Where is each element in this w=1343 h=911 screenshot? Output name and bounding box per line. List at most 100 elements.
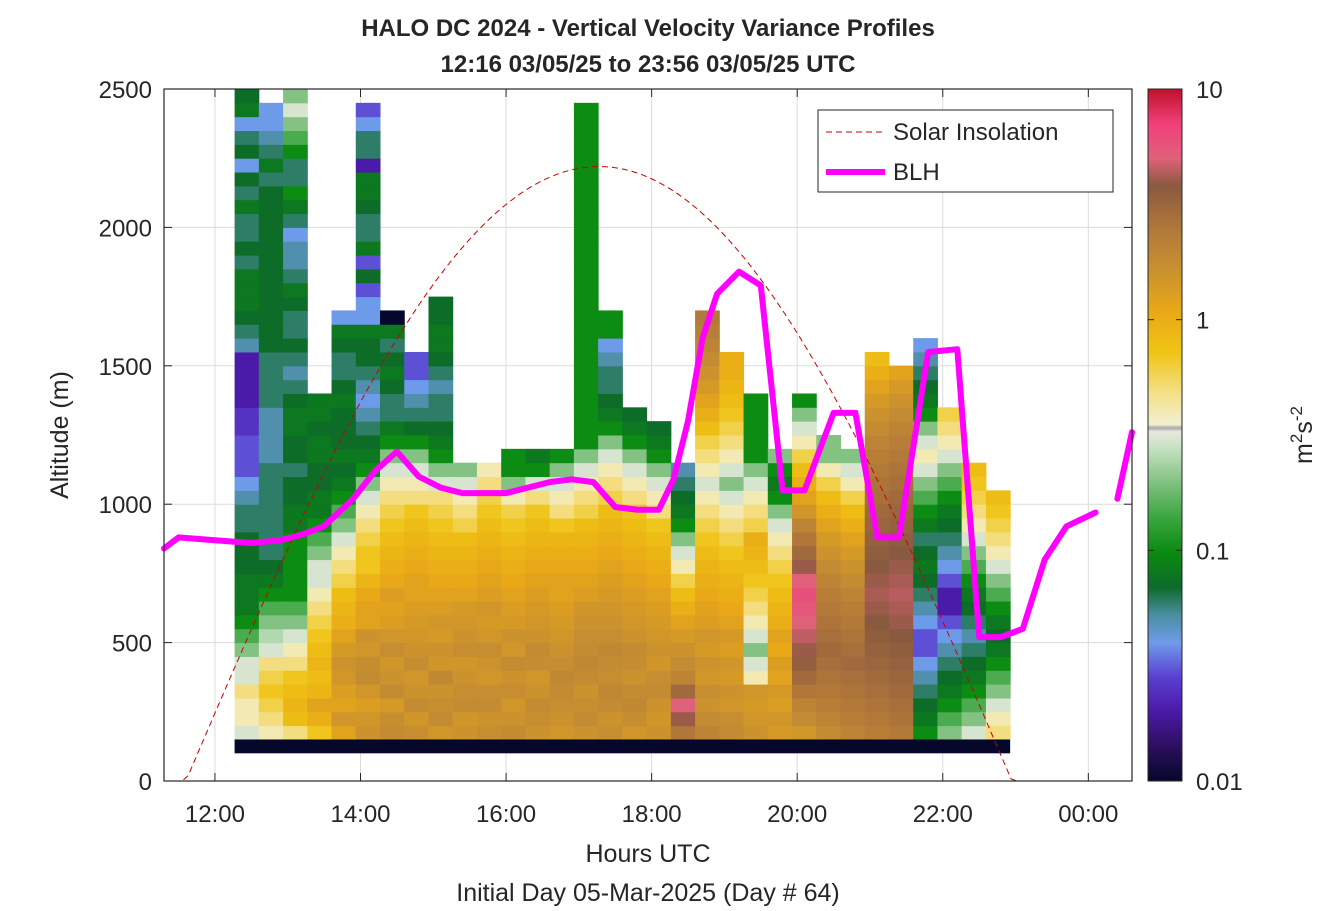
variance-cell	[719, 504, 745, 519]
variance-cell	[719, 656, 745, 671]
variance-cell	[937, 421, 963, 436]
variance-cell	[695, 435, 720, 450]
variance-cell	[355, 213, 381, 228]
variance-cell	[888, 448, 914, 464]
variance-cell	[404, 379, 429, 394]
legend-solar-label: Solar Insolation	[893, 119, 1058, 146]
variance-cell	[258, 462, 284, 478]
variance-cell	[476, 670, 502, 685]
variance-cell	[913, 587, 938, 602]
variance-cell	[622, 462, 648, 478]
variance-cell	[598, 448, 623, 464]
axis-ticks	[164, 88, 1132, 782]
variance-cell	[258, 213, 284, 228]
variance-cell	[380, 656, 405, 671]
variance-cell	[864, 435, 890, 450]
variance-cell	[864, 656, 890, 671]
variance-cell	[598, 324, 623, 339]
variance-cell	[525, 601, 551, 616]
variance-cell	[913, 601, 938, 616]
variance-cell	[961, 697, 987, 713]
variance-cell	[258, 573, 284, 588]
variance-cell	[695, 448, 720, 464]
variance-cell	[598, 365, 623, 381]
variance-cell	[428, 365, 454, 381]
variance-cell	[283, 642, 308, 657]
variance-cell	[864, 504, 890, 519]
variance-cell	[573, 241, 599, 256]
variance-cell	[985, 711, 1011, 727]
variance-cell	[743, 587, 769, 602]
variance-cell	[355, 559, 381, 574]
variance-cell	[913, 573, 938, 588]
variance-cell	[380, 310, 405, 325]
colorbar-label-exp1: 2	[1287, 434, 1306, 443]
variance-cell	[937, 435, 963, 450]
plot-frame	[163, 88, 1133, 782]
variance-cell	[573, 725, 599, 740]
x-tick-label: 22:00	[913, 801, 973, 828]
variance-cell	[598, 518, 623, 533]
variance-cell	[573, 199, 599, 215]
variance-cell	[331, 573, 357, 588]
variance-cell	[355, 365, 381, 381]
variance-cell	[476, 711, 502, 727]
variance-cell	[573, 379, 599, 394]
variance-cell	[646, 670, 672, 685]
variance-cell	[719, 559, 745, 574]
variance-cell	[816, 518, 842, 533]
variance-cell	[573, 268, 599, 284]
variance-cell	[355, 421, 381, 436]
variance-cell	[840, 642, 866, 657]
variance-cell	[452, 587, 478, 602]
variance-cell	[695, 642, 720, 657]
variance-cell	[670, 684, 696, 699]
variance-cell	[767, 642, 793, 657]
variance-cell	[283, 338, 308, 353]
variance-cell	[816, 448, 842, 464]
variance-cell	[743, 504, 769, 519]
variance-cell	[913, 697, 938, 713]
variance-cell	[864, 711, 890, 727]
variance-cell	[501, 531, 526, 547]
variance-cell	[283, 324, 308, 339]
variance-cell	[937, 670, 963, 685]
variance-cell	[622, 476, 648, 491]
variance-cell	[888, 725, 914, 740]
variance-cell	[816, 684, 842, 699]
variance-cell	[428, 614, 454, 630]
variance-cell	[380, 351, 405, 367]
variance-cell	[258, 324, 284, 339]
variance-cell	[743, 711, 769, 727]
variance-cell	[864, 365, 890, 381]
variance-cell	[404, 670, 429, 685]
variance-cell	[792, 670, 817, 685]
variance-cell	[573, 351, 599, 367]
variance-cell	[234, 490, 260, 505]
variance-cell	[331, 324, 357, 339]
variance-cell	[598, 628, 623, 644]
variance-cell	[646, 697, 672, 713]
variance-cell	[525, 504, 551, 519]
variance-cell	[646, 573, 672, 588]
variance-cell	[476, 504, 502, 519]
variance-cell	[670, 642, 696, 657]
variance-cell	[792, 601, 817, 616]
variance-cell	[670, 670, 696, 685]
variance-cell	[331, 670, 357, 685]
chart-subtitle: 12:16 03/05/25 to 23:56 03/05/25 UTC	[441, 51, 856, 78]
variance-cell	[695, 601, 720, 616]
variance-cell	[816, 573, 842, 588]
variance-cell	[598, 559, 623, 574]
variance-cell	[549, 448, 575, 464]
variance-cell	[258, 158, 284, 173]
variance-cell	[307, 559, 333, 574]
variance-cell	[888, 545, 914, 561]
variance-cell	[428, 351, 454, 367]
variance-cell	[888, 421, 914, 436]
variance-cell	[331, 421, 357, 436]
variance-cell	[719, 476, 745, 491]
variance-cell	[573, 587, 599, 602]
variance-cell	[428, 504, 454, 519]
variance-cell	[937, 476, 963, 491]
